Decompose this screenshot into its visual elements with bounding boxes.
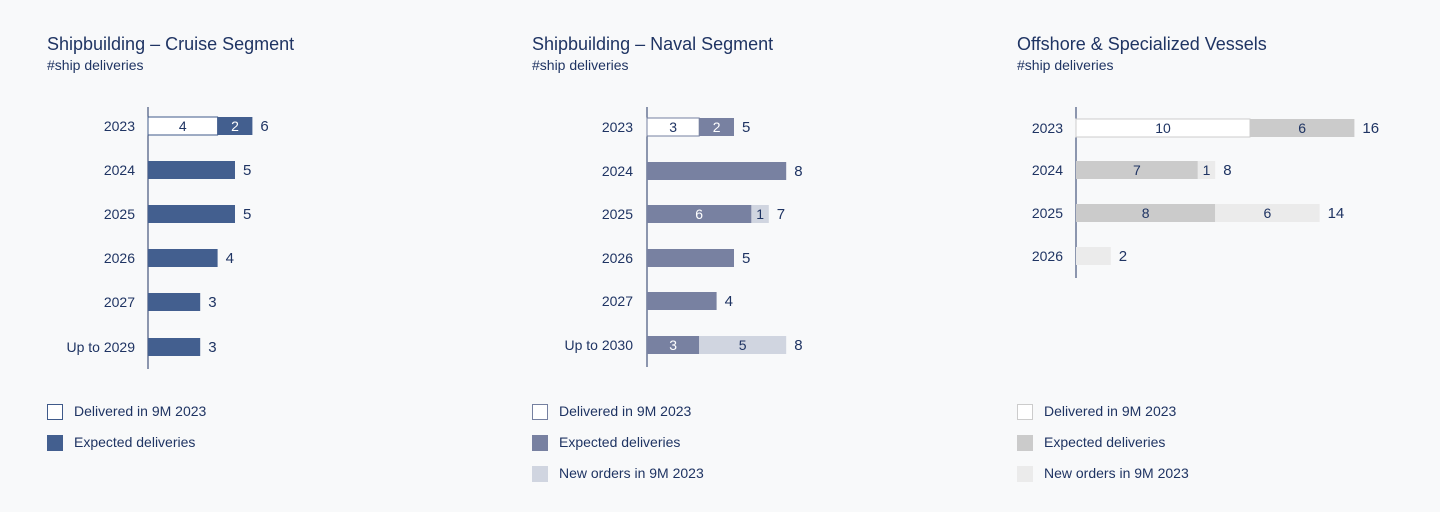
bar-segment: [647, 249, 734, 267]
legend-swatch: [1017, 404, 1033, 420]
category-label: Up to 2029: [67, 339, 136, 355]
legend-label: Expected deliveries: [559, 434, 681, 450]
bar-segment: [148, 293, 201, 311]
offshore-panel: Offshore & Specialized Vessels #ship del…: [1017, 0, 1417, 512]
bar-segment: [647, 336, 700, 354]
legend-swatch: [532, 404, 548, 420]
segment-value-label: 5: [739, 337, 747, 353]
legend-label: Delivered in 9M 2023: [1044, 403, 1177, 419]
naval-panel: Shipbuilding – Naval Segment #ship deliv…: [532, 0, 932, 512]
cruise-bar-chart: 2023 4 2 6 2024 5 2025 5 2026 4 2027 3 Up to 2029 3: [67, 107, 269, 369]
segment-value-label: 7: [1133, 162, 1141, 178]
bar-segment: [148, 338, 201, 356]
category-label: 2023: [1032, 120, 1063, 136]
category-label: 2025: [1032, 205, 1063, 221]
legend-label: Delivered in 9M 2023: [559, 403, 692, 419]
chart-title: Offshore & Specialized Vessels: [1017, 34, 1267, 54]
total-value-label: 3: [208, 339, 216, 356]
bar-segment: [699, 118, 734, 136]
segment-value-label: 2: [231, 118, 239, 134]
bar-segment: [1076, 161, 1198, 179]
chart-subtitle: #ship deliveries: [1017, 57, 1114, 73]
legend-swatch: [532, 466, 548, 482]
legend-label: Delivered in 9M 2023: [74, 403, 207, 419]
legend-label: Expected deliveries: [1044, 434, 1166, 450]
legend-swatch: [47, 404, 63, 420]
bar-segment: [751, 205, 769, 223]
legend-label: New orders in 9M 2023: [559, 465, 704, 481]
chart-subtitle: #ship deliveries: [532, 57, 629, 73]
category-label: 2026: [104, 250, 135, 266]
legend-swatch: [47, 435, 63, 451]
category-label: 2023: [104, 118, 135, 134]
segment-value-label: 4: [179, 118, 187, 134]
category-label: 2027: [602, 293, 633, 309]
bar-segment: [647, 205, 752, 223]
legend-swatch: [1017, 435, 1033, 451]
bar-segment: [647, 162, 787, 180]
segment-value-label: 2: [713, 119, 721, 135]
bar-segment: [148, 249, 218, 267]
category-label: 2023: [602, 119, 633, 135]
total-value-label: 14: [1328, 205, 1345, 222]
total-value-label: 6: [260, 118, 268, 135]
total-value-label: 5: [243, 206, 251, 223]
segment-value-label: 3: [669, 119, 677, 135]
legend-label: New orders in 9M 2023: [1044, 465, 1189, 481]
segment-value-label: 3: [669, 337, 677, 353]
category-label: 2027: [104, 294, 135, 310]
legend-swatch: [1017, 466, 1033, 482]
bar-segment: [1215, 204, 1320, 222]
total-value-label: 8: [1223, 162, 1231, 179]
segment-value-label: 1: [1203, 162, 1211, 178]
total-value-label: 3: [208, 294, 216, 311]
chart-title: Shipbuilding – Cruise Segment: [47, 34, 295, 54]
category-label: 2025: [602, 206, 633, 222]
total-value-label: 4: [725, 293, 733, 310]
bar-segment: [1076, 247, 1111, 265]
category-label: 2026: [602, 250, 633, 266]
total-value-label: 2: [1119, 248, 1127, 265]
bar-segment: [148, 161, 235, 179]
category-label: 2024: [104, 162, 135, 178]
category-label: 2026: [1032, 248, 1063, 264]
segment-value-label: 6: [1298, 120, 1306, 136]
bar-segment: [647, 292, 717, 310]
total-value-label: 5: [742, 119, 750, 136]
segment-value-label: 8: [1142, 205, 1150, 221]
legend-label: Expected deliveries: [74, 434, 196, 450]
naval-bar-chart: 2023 3 2 5 2024 8 2025 6 1 7 2026 5 2027 4 Up to 2030 3…: [565, 107, 803, 367]
segment-value-label: 6: [695, 206, 703, 222]
segment-value-label: 6: [1264, 205, 1272, 221]
category-label: 2025: [104, 206, 135, 222]
bar-segment: [1197, 161, 1216, 179]
bar-segment: [1076, 204, 1216, 222]
bar-segment: [148, 205, 235, 223]
total-value-label: 5: [742, 250, 750, 267]
total-value-label: 7: [777, 206, 785, 223]
bar-segment: [699, 336, 787, 354]
category-label: 2024: [602, 163, 633, 179]
segment-value-label: 10: [1155, 120, 1171, 136]
total-value-label: 5: [243, 162, 251, 179]
cruise-panel: Shipbuilding – Cruise Segment #ship deli…: [47, 0, 447, 512]
chart-title: Shipbuilding – Naval Segment: [532, 34, 774, 54]
total-value-label: 8: [794, 337, 802, 354]
legend-swatch: [532, 435, 548, 451]
segment-value-label: 1: [756, 206, 764, 222]
bar-segment: [217, 117, 253, 135]
total-value-label: 4: [226, 250, 234, 267]
total-value-label: 16: [1362, 120, 1379, 137]
category-label: 2024: [1032, 162, 1063, 178]
category-label: Up to 2030: [565, 337, 634, 353]
bar-segment: [1250, 119, 1355, 137]
total-value-label: 8: [794, 163, 802, 180]
chart-subtitle: #ship deliveries: [47, 57, 144, 73]
